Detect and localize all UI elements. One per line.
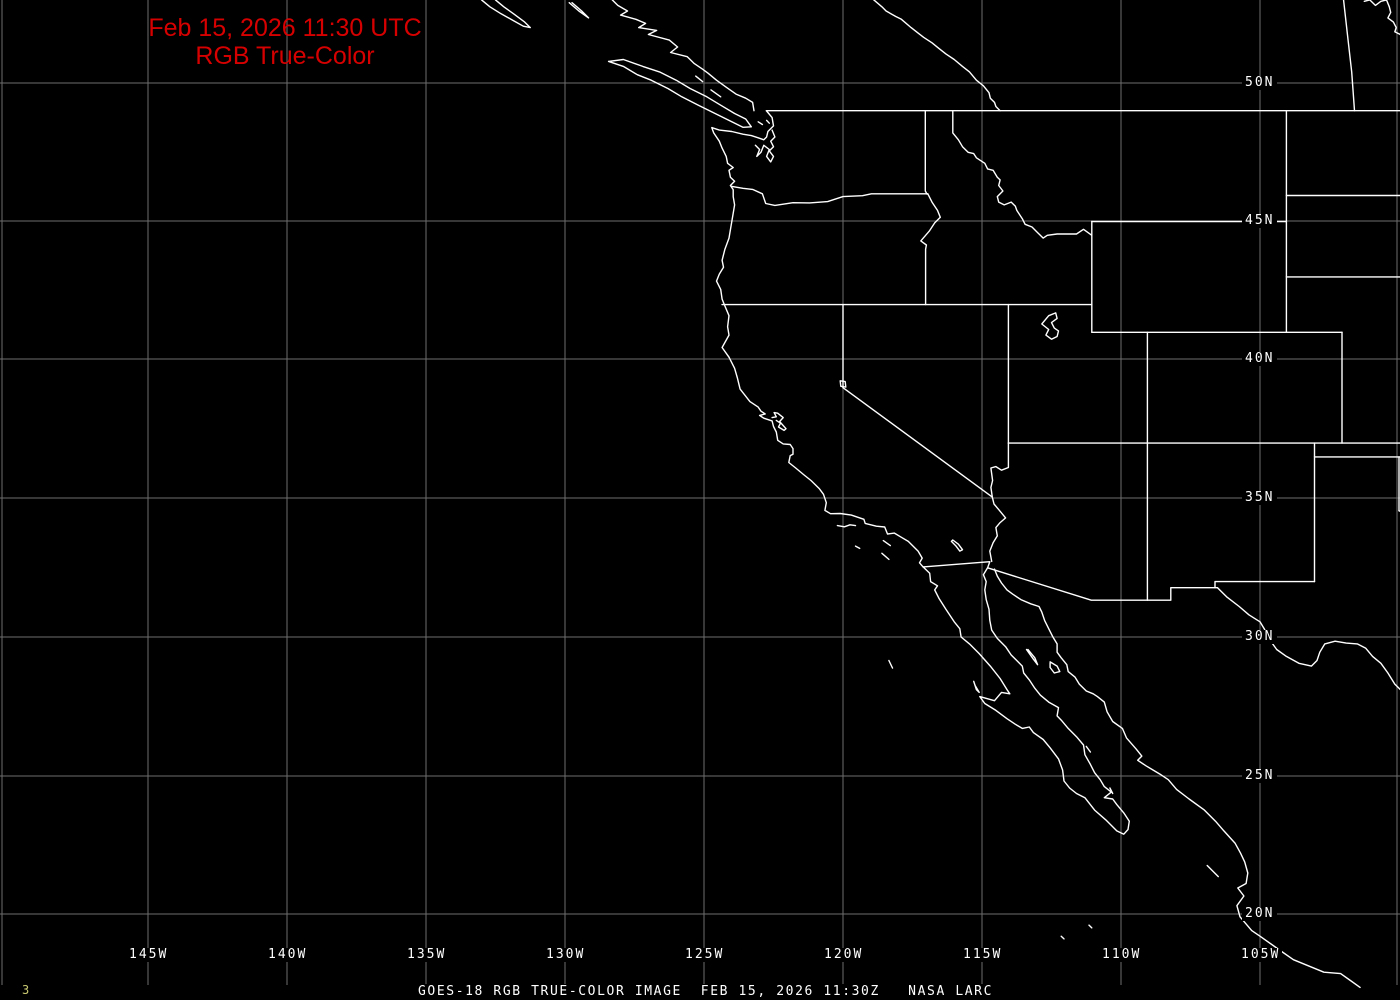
isla-carmen bbox=[1085, 745, 1092, 753]
longitude-label: 130W bbox=[544, 947, 588, 962]
image-caption: GOES-18 RGB TRUE-COLOR IMAGE FEB 15, 202… bbox=[418, 984, 994, 999]
islas-marias bbox=[1206, 864, 1220, 878]
longitude-label: 115W bbox=[961, 947, 1005, 962]
wa-id-border bbox=[924, 109, 928, 195]
baja-california-coast bbox=[922, 566, 1131, 835]
colorado-river-az bbox=[989, 442, 1010, 563]
channel-islands-north bbox=[836, 524, 857, 528]
latitude-label: 50N bbox=[1242, 76, 1278, 90]
tx-nm-border-32n bbox=[1214, 580, 1316, 589]
latitude-label: 30N bbox=[1242, 630, 1278, 644]
image-title: Feb 15, 2026 11:30 UTC RGB True-Color bbox=[140, 14, 430, 70]
longitude-label: 140W bbox=[266, 947, 310, 962]
bc-coast-island bbox=[568, 2, 590, 19]
manitoba-lakes bbox=[1363, 0, 1400, 36]
san-juan-islands-2 bbox=[765, 119, 770, 124]
pacific-coast-us bbox=[711, 110, 924, 568]
bc-mainland-coast bbox=[611, 0, 755, 112]
vancouver-island bbox=[607, 58, 752, 129]
longitude-label: 135W bbox=[405, 947, 449, 962]
salton-sea bbox=[950, 539, 964, 552]
puget-sound bbox=[754, 129, 776, 163]
isla-angel-de-la-guarda bbox=[1025, 648, 1039, 666]
san-francisco-bay bbox=[771, 411, 787, 432]
quadra-island bbox=[695, 75, 704, 83]
great-salt-lake bbox=[1041, 312, 1060, 340]
haida-gwaii bbox=[480, 0, 531, 29]
latitude-label: 25N bbox=[1242, 769, 1278, 783]
snake-river-or-id-border bbox=[920, 193, 941, 306]
latitude-label: 35N bbox=[1242, 491, 1278, 505]
isla-espiritu-santo bbox=[1109, 787, 1114, 795]
lake-tahoe bbox=[839, 380, 847, 388]
latitude-label: 40N bbox=[1242, 352, 1278, 366]
sask-manitoba-border bbox=[1342, 0, 1356, 112]
latitude-label: 45N bbox=[1242, 214, 1278, 228]
longitude-label: 125W bbox=[683, 947, 727, 962]
latitude-label: 20N bbox=[1242, 907, 1278, 921]
longitude-label: 145W bbox=[127, 947, 171, 962]
island-dot-1 bbox=[1060, 935, 1065, 940]
title-date-line: Feb 15, 2026 11:30 UTC bbox=[148, 14, 422, 42]
bc-alberta-border bbox=[872, 0, 1001, 112]
san-juan-islands-1 bbox=[757, 121, 764, 126]
ca-nv-diagonal bbox=[842, 387, 993, 498]
guadalupe-island bbox=[888, 659, 894, 669]
isla-cedros bbox=[973, 680, 980, 694]
island-dot-2 bbox=[1088, 924, 1093, 929]
san-clemente-island bbox=[881, 552, 890, 561]
mexico-mainland-coast bbox=[993, 568, 1361, 989]
isla-tiburon bbox=[1049, 661, 1061, 674]
san-nicolas-island bbox=[854, 545, 861, 550]
columbia-river-border bbox=[730, 185, 929, 207]
texada-island bbox=[710, 89, 722, 98]
title-product-line: RGB True-Color bbox=[195, 42, 375, 70]
longitude-label: 105W bbox=[1239, 947, 1283, 962]
catalina-island bbox=[882, 539, 891, 547]
us-mexico-border bbox=[922, 561, 1219, 601]
frame-number: 3 bbox=[22, 983, 31, 997]
longitude-label: 110W bbox=[1100, 947, 1144, 962]
rio-grande bbox=[1216, 587, 1400, 691]
id-mt-border bbox=[952, 109, 1093, 239]
longitude-label: 120W bbox=[822, 947, 866, 962]
